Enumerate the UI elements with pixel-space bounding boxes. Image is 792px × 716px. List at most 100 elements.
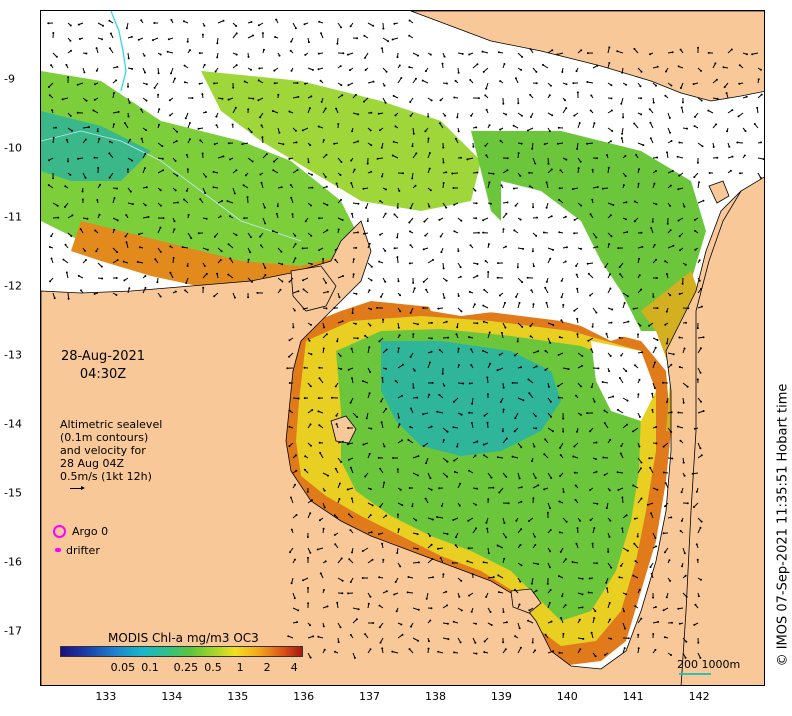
velocity-arrow-head	[654, 606, 657, 608]
velocity-arrow-head	[532, 303, 535, 306]
velocity-arrow-head	[288, 425, 291, 428]
velocity-arrow-head	[637, 647, 640, 650]
velocity-arrow-head	[637, 182, 640, 185]
velocity-arrow-head	[416, 533, 419, 536]
velocity-arrow-head	[310, 263, 313, 266]
velocity-arrow-head	[309, 423, 312, 426]
velocity-arrow-head	[381, 376, 384, 379]
velocity-arrow-head	[468, 336, 470, 339]
velocity-arrow-head	[549, 84, 552, 87]
velocity-arrow-head	[610, 566, 613, 569]
velocity-arrow-head	[425, 597, 428, 600]
velocity-arrow-head	[310, 353, 313, 356]
map-frame[interactable]	[40, 10, 765, 686]
velocity-arrow-head	[590, 94, 593, 97]
velocity-arrow-head	[590, 631, 593, 634]
velocity-arrow-head	[381, 175, 383, 178]
velocity-arrow-head	[436, 410, 439, 413]
velocity-arrow-head	[322, 527, 325, 530]
velocity-arrow-head	[85, 259, 87, 261]
velocity-arrow-head	[622, 184, 625, 187]
velocity-arrow-head	[581, 355, 584, 357]
velocity-arrow-head	[317, 635, 320, 638]
velocity-arrow-head	[486, 393, 489, 396]
velocity-arrow-head	[428, 205, 431, 208]
velocity-arrow-head	[694, 603, 697, 606]
velocity-arrow-head	[723, 86, 726, 89]
velocity-arrow-head	[123, 279, 126, 282]
velocity-arrow-head	[530, 582, 533, 585]
chlorophyll-map[interactable]	[41, 11, 765, 686]
north-west-coastal-band	[71, 221, 341, 291]
velocity-arrow-head	[595, 311, 598, 314]
velocity-arrow-head	[391, 650, 394, 653]
velocity-arrow-head	[603, 474, 606, 476]
velocity-arrow-head	[447, 336, 450, 339]
velocity-arrow-head	[136, 260, 139, 263]
colorbar-tick: 0.25	[173, 661, 199, 674]
velocity-arrow-head	[340, 198, 342, 201]
velocity-arrow-head	[378, 626, 381, 629]
velocity-arrow-head	[340, 461, 343, 463]
velocity-arrow-head	[431, 381, 434, 384]
velocity-arrow-head	[407, 438, 410, 441]
velocity-arrow-head	[590, 348, 593, 351]
velocity-arrow-head	[693, 623, 696, 626]
velocity-arrow-head	[384, 212, 387, 215]
velocity-arrow-head	[318, 217, 321, 220]
velocity-arrow-head	[683, 474, 686, 477]
velocity-arrow-head	[295, 469, 298, 472]
velocity-arrow-head	[442, 439, 445, 441]
velocity-arrow-head	[576, 147, 579, 150]
velocity-arrow-head	[392, 457, 395, 459]
velocity-arrow-head	[307, 602, 310, 605]
velocity-arrow-head	[516, 340, 519, 343]
velocity-arrow-head	[616, 408, 619, 411]
velocity-arrow-head	[303, 23, 306, 26]
velocity-arrow-head	[108, 19, 111, 22]
velocity-arrow-head	[409, 114, 412, 117]
velocity-arrow-head	[131, 203, 134, 206]
velocity-arrow-head	[565, 520, 568, 523]
velocity-arrow-head	[247, 258, 250, 261]
velocity-arrow-head	[468, 290, 471, 293]
velocity-arrow-head	[303, 397, 306, 400]
colorbar-tick: 1	[236, 661, 244, 674]
velocity-arrow-head	[76, 111, 79, 114]
velocity-arrow-head	[654, 648, 657, 651]
velocity-arrow-head	[442, 573, 445, 576]
altimetry-legend: Altimetric sealevel (0.1m contours) and …	[60, 418, 162, 483]
velocity-arrow-head	[140, 137, 143, 140]
velocity-arrow-head	[77, 274, 80, 277]
velocity-arrow-head	[520, 68, 523, 71]
velocity-arrow-head	[606, 587, 608, 590]
velocity-arrow-head	[307, 556, 309, 559]
velocity-arrow-head	[349, 529, 352, 532]
velocity-arrow-head	[294, 257, 297, 260]
velocity-arrow-head	[514, 417, 517, 420]
velocity-arrow-head	[438, 393, 441, 396]
velocity-arrow-head	[221, 199, 224, 202]
velocity-arrow-head	[556, 53, 559, 56]
velocity-arrow-head	[589, 213, 592, 216]
velocity-arrow-head	[622, 116, 625, 119]
velocity-arrow-head	[55, 55, 58, 58]
velocity-arrow-head	[715, 123, 718, 126]
velocity-arrow-head	[64, 205, 66, 208]
longitude-tick: 133	[95, 690, 117, 703]
velocity-arrow-head	[67, 297, 70, 300]
velocity-arrow-head	[543, 143, 546, 146]
velocity-arrow-head	[482, 219, 485, 222]
velocity-arrow-head	[669, 131, 672, 134]
velocity-arrow-head	[552, 650, 555, 653]
velocity-arrow-head	[362, 443, 365, 446]
velocity-arrow-head	[638, 588, 641, 591]
velocity-arrow-head	[492, 576, 495, 579]
velocity-arrow-head	[317, 410, 320, 413]
velocity-arrow-head	[335, 182, 338, 185]
velocity-arrow-head	[93, 98, 96, 101]
velocity-arrow-head	[737, 115, 740, 118]
velocity-arrow-head	[691, 472, 694, 475]
velocity-arrow-head	[612, 395, 615, 398]
velocity-arrow-head	[259, 173, 262, 176]
